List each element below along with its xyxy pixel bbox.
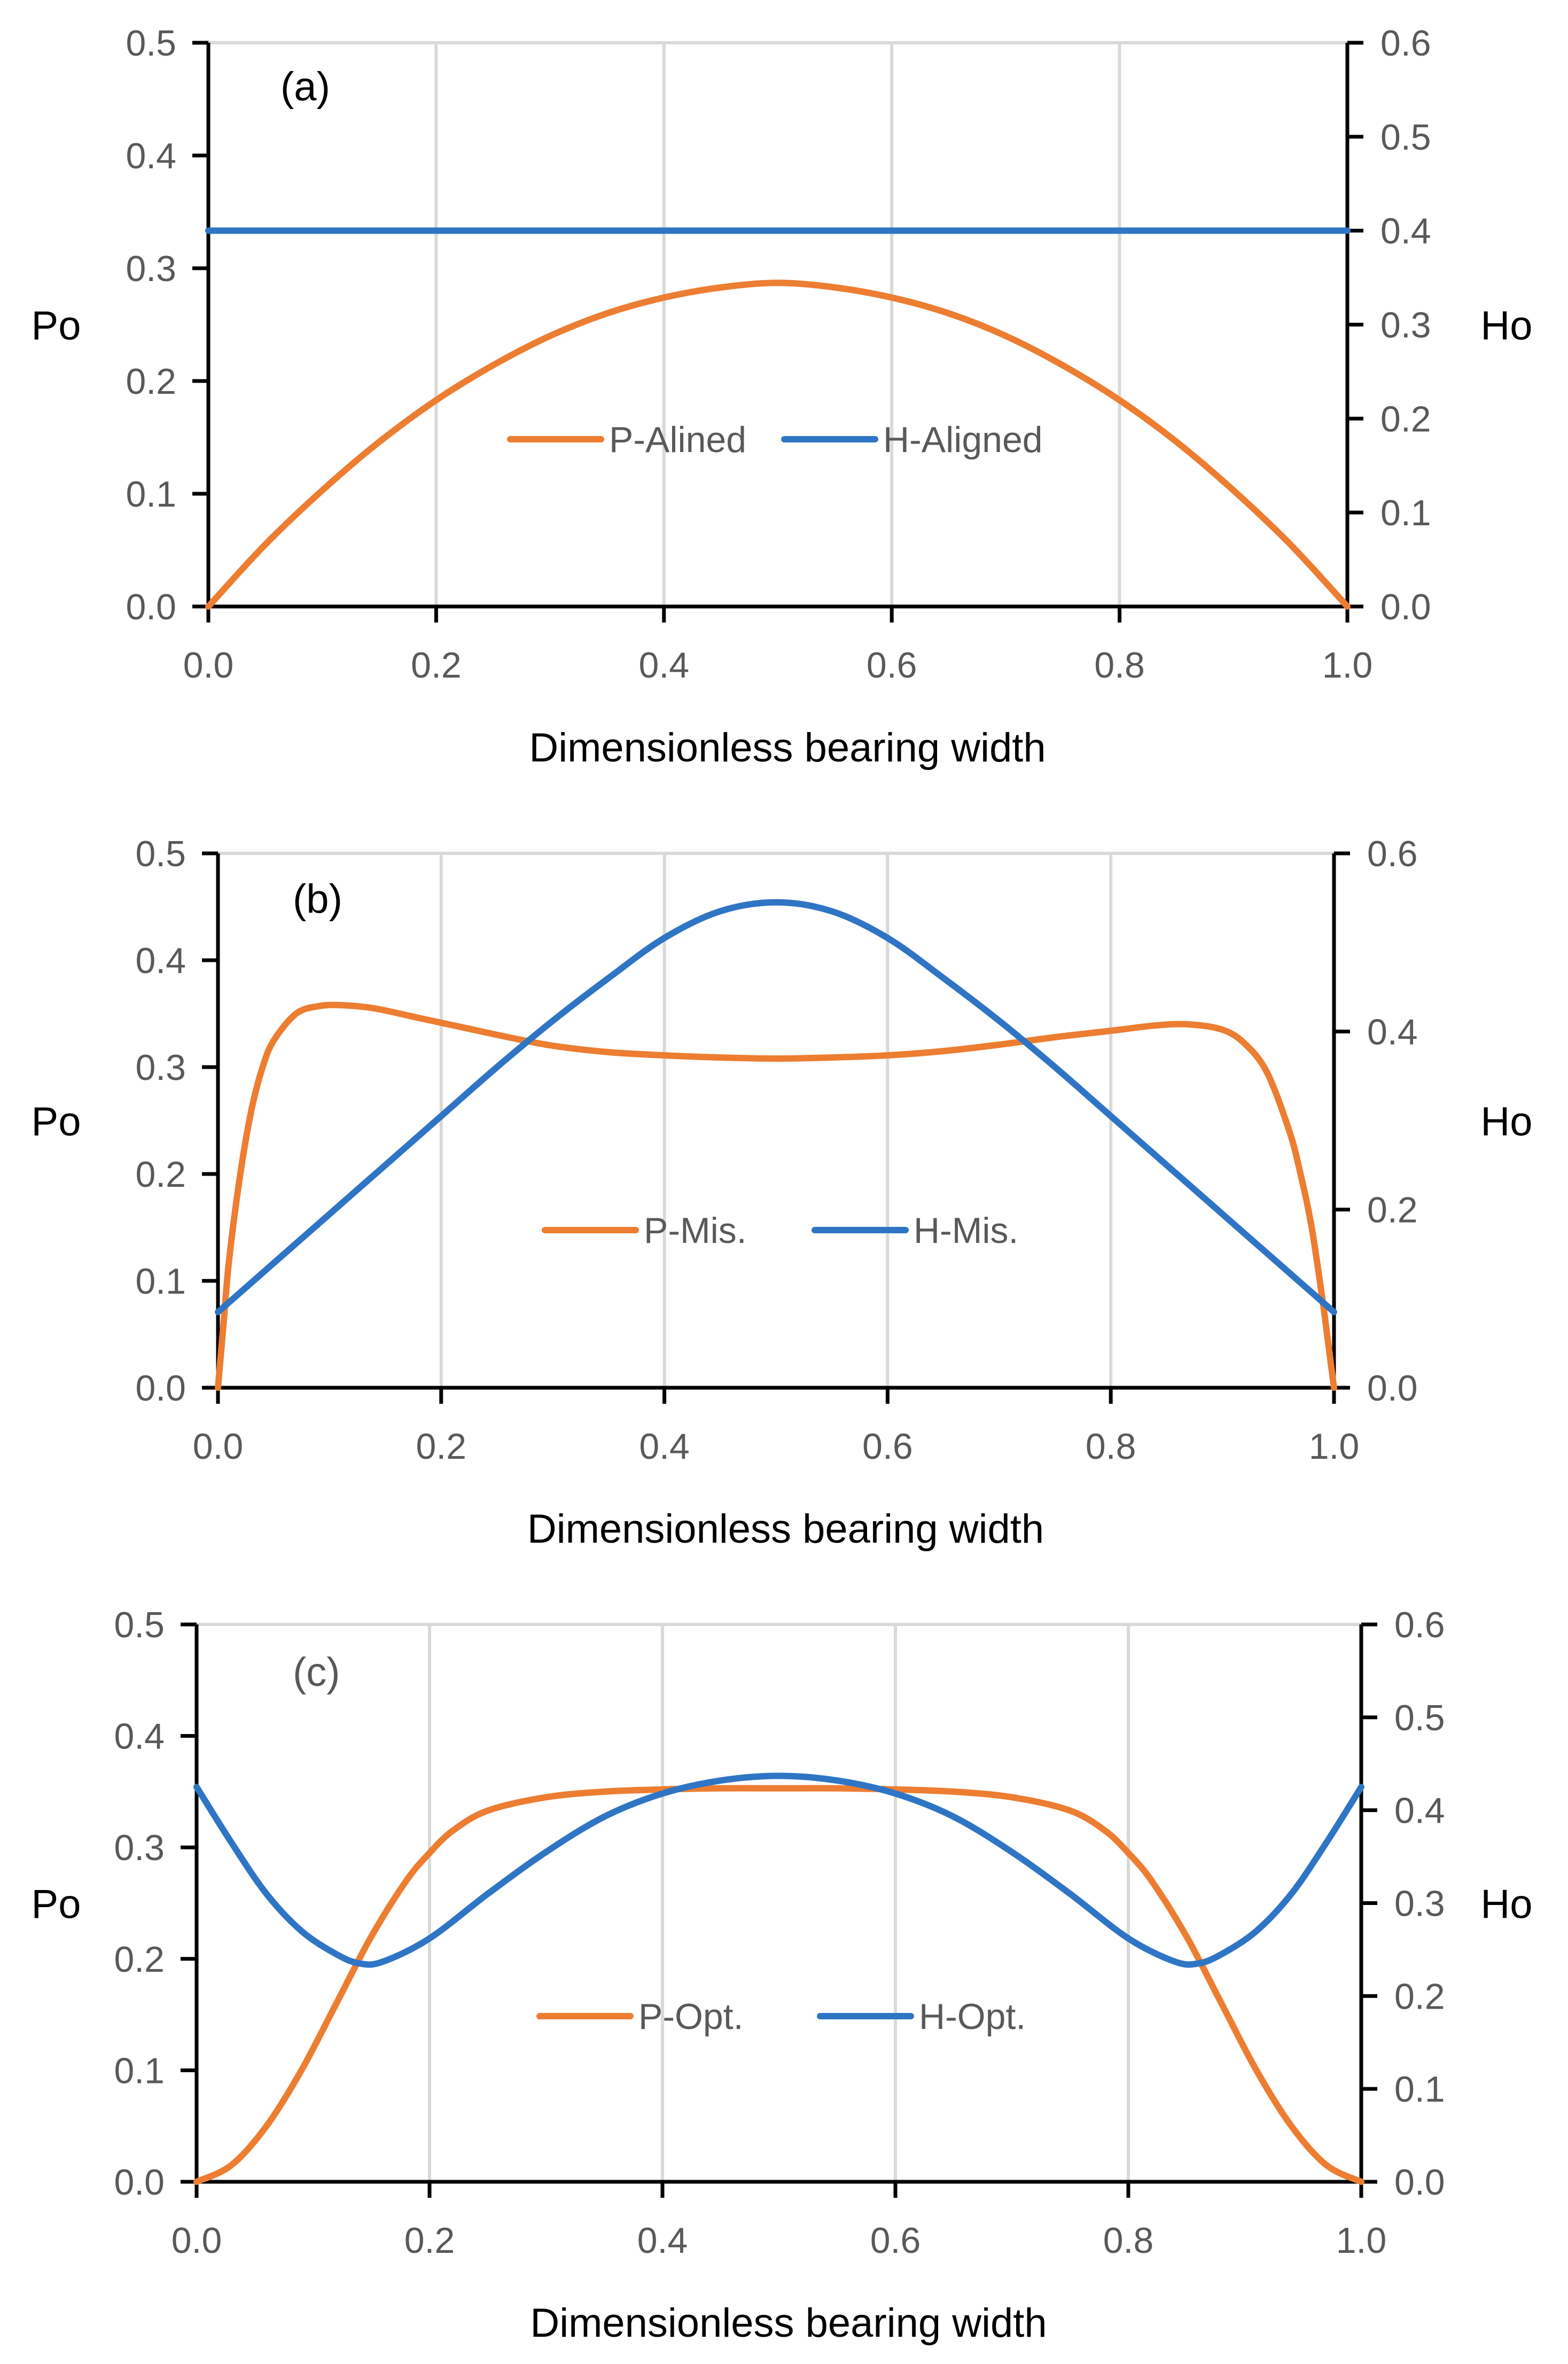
series-line-p-opt bbox=[193, 1785, 1364, 2185]
series-line-h-mis bbox=[215, 899, 1337, 1316]
x-tick-label: 0.0 bbox=[171, 2220, 222, 2261]
x-axis-title: Dimensionless bearing width bbox=[530, 2300, 1047, 2346]
y-right-tick-label: 0.1 bbox=[1394, 2069, 1445, 2110]
chart-panel-2: 0.0 0.2 0.4 0.6 0.8 1.00.00.10.20.30.40.50.00… bbox=[32, 834, 1533, 1552]
legend-label: H-Mis. bbox=[914, 1210, 1018, 1251]
x-tick-label: 1.0 bbox=[1309, 1426, 1360, 1467]
y-right-tick-label: 0.6 bbox=[1367, 834, 1418, 874]
y-right-axis-title: Ho bbox=[1480, 1882, 1532, 1927]
x-axis-title: Dimensionless bearing width bbox=[529, 725, 1046, 771]
x-tick-label: 1.0 bbox=[1322, 645, 1373, 686]
series-line-p-mis bbox=[215, 1001, 1337, 1391]
y-right-axis-title: Ho bbox=[1480, 304, 1532, 349]
x-tick-label: 0.6 bbox=[870, 2220, 921, 2261]
legend-label: H-Opt. bbox=[919, 1996, 1026, 2037]
y-right-axis-title: Ho bbox=[1480, 1099, 1532, 1145]
y-left-tick-label: 0.4 bbox=[135, 940, 186, 981]
panel-label: (a) bbox=[280, 64, 330, 110]
x-tick-label: 0.2 bbox=[416, 1426, 467, 1467]
y-left-tick-label: 0.4 bbox=[126, 136, 176, 176]
y-right-tick-label: 0.4 bbox=[1394, 1791, 1445, 1831]
x-tick-label: 0.0 bbox=[193, 1426, 244, 1467]
y-right-tick-label: 0.5 bbox=[1380, 117, 1431, 158]
y-right-tick-label: 0.4 bbox=[1380, 211, 1431, 252]
y-left-tick-label: 0.5 bbox=[114, 1605, 165, 1645]
y-right-tick-label: 0.4 bbox=[1367, 1012, 1418, 1052]
y-right-tick-label: 0.5 bbox=[1394, 1698, 1445, 1738]
y-right-tick-label: 0.0 bbox=[1367, 1368, 1418, 1409]
y-right-tick-label: 0.0 bbox=[1380, 587, 1431, 627]
x-axis-title: Dimensionless bearing width bbox=[527, 1506, 1044, 1552]
y-left-tick-label: 0.3 bbox=[114, 1828, 165, 1868]
y-left-tick-label: 0.2 bbox=[135, 1154, 186, 1195]
x-tick-label: 0.8 bbox=[1094, 645, 1145, 686]
y-right-tick-label: 0.0 bbox=[1394, 2162, 1445, 2203]
x-tick-label: 0.8 bbox=[1086, 1426, 1136, 1467]
series-line-p-alined bbox=[205, 279, 1351, 610]
chart-panel-1: 0.0 0.2 0.4 0.6 0.8 1.00.00.10.20.30.40.50.00… bbox=[32, 23, 1533, 771]
x-tick-label: 0.6 bbox=[867, 645, 917, 686]
y-left-axis-title: Po bbox=[32, 1099, 81, 1145]
x-tick-label: 0.2 bbox=[411, 645, 462, 686]
y-left-tick-label: 0.1 bbox=[135, 1261, 186, 1302]
y-right-tick-label: 0.3 bbox=[1380, 305, 1431, 346]
y-left-tick-label: 0.0 bbox=[135, 1368, 186, 1409]
y-right-tick-label: 0.6 bbox=[1380, 23, 1431, 64]
x-tick-label: 0.0 bbox=[183, 645, 234, 686]
y-left-axis-title: Po bbox=[32, 304, 81, 349]
legend-label: P-Alined bbox=[609, 419, 746, 460]
y-left-tick-label: 0.4 bbox=[114, 1716, 165, 1757]
panel-label: (c) bbox=[293, 1650, 340, 1695]
y-left-tick-label: 0.3 bbox=[135, 1047, 186, 1088]
y-right-tick-label: 0.6 bbox=[1394, 1605, 1445, 1645]
y-right-tick-label: 0.2 bbox=[1367, 1190, 1418, 1231]
x-tick-label: 0.4 bbox=[637, 2220, 688, 2261]
y-left-tick-label: 0.2 bbox=[126, 361, 176, 402]
y-right-tick-label: 0.3 bbox=[1394, 1884, 1445, 1924]
y-right-tick-label: 0.2 bbox=[1380, 399, 1431, 439]
legend-label: P-Mis. bbox=[644, 1210, 747, 1251]
x-tick-label: 0.4 bbox=[639, 645, 690, 686]
x-tick-label: 0.2 bbox=[404, 2220, 455, 2261]
legend-label: H-Aligned bbox=[883, 419, 1043, 460]
series-line-h-opt bbox=[193, 1772, 1364, 1968]
y-right-tick-label: 0.1 bbox=[1380, 493, 1431, 533]
y-left-tick-label: 0.2 bbox=[114, 1939, 165, 1980]
y-left-tick-label: 0.5 bbox=[126, 23, 176, 64]
x-tick-label: 1.0 bbox=[1336, 2220, 1387, 2261]
y-left-tick-label: 0.1 bbox=[126, 474, 176, 515]
panel-label: (b) bbox=[293, 876, 342, 922]
y-left-tick-label: 0.3 bbox=[126, 248, 176, 289]
y-left-axis-title: Po bbox=[32, 1882, 81, 1927]
y-right-tick-label: 0.2 bbox=[1394, 1976, 1445, 2017]
chart-panel-3: 0.0 0.2 0.4 0.6 0.8 1.00.00.10.20.30.40.50.00… bbox=[32, 1605, 1533, 2346]
y-left-tick-label: 0.5 bbox=[135, 834, 186, 874]
x-tick-label: 0.8 bbox=[1103, 2220, 1154, 2261]
x-tick-label: 0.6 bbox=[862, 1426, 913, 1467]
legend-label: P-Opt. bbox=[638, 1996, 744, 2037]
y-left-tick-label: 0.1 bbox=[114, 2050, 165, 2091]
y-left-tick-label: 0.0 bbox=[126, 587, 176, 627]
y-left-tick-label: 0.0 bbox=[114, 2162, 165, 2203]
x-tick-label: 0.4 bbox=[639, 1426, 690, 1467]
